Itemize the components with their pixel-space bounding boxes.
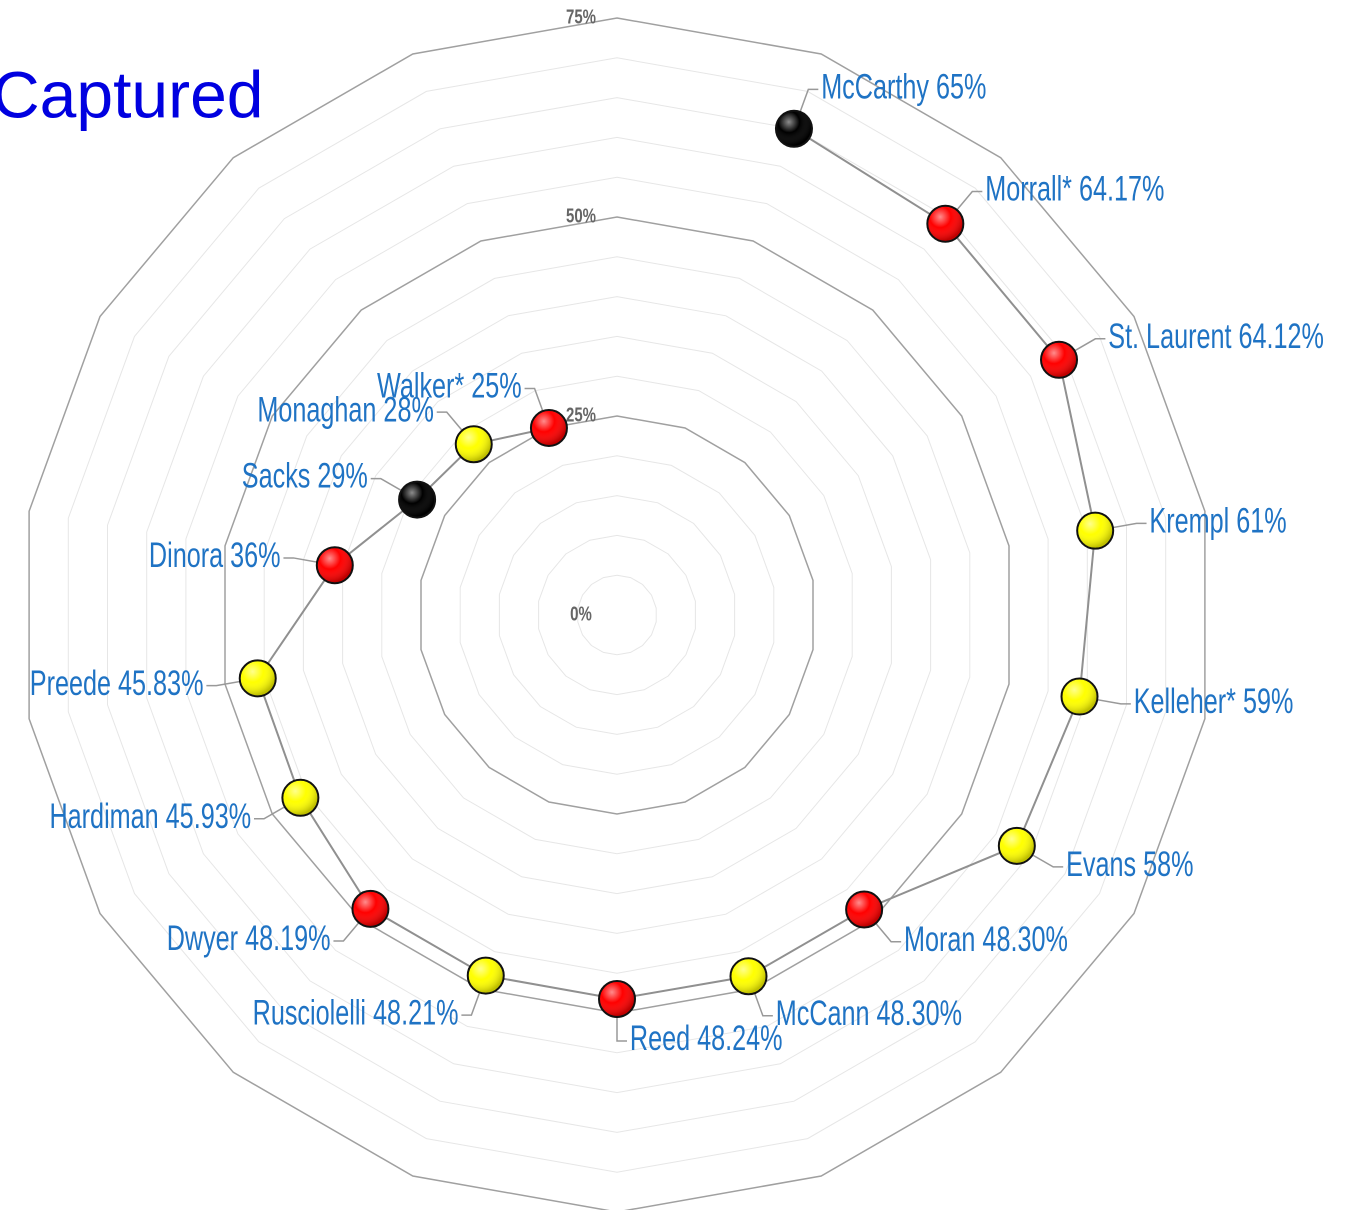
marker-shine <box>353 891 388 926</box>
data-label: Morrall* 64.17% <box>985 170 1164 209</box>
minor-grid <box>342 335 892 895</box>
value-label: 48.24% <box>697 1019 782 1058</box>
marker-shine <box>468 958 503 993</box>
minor-grid <box>459 455 775 775</box>
marker-shine <box>1062 679 1097 714</box>
minor-grid <box>146 136 1088 1094</box>
value-label: 48.30% <box>877 994 962 1033</box>
value-label: 48.19% <box>245 919 330 958</box>
category-name: McCarthy <box>821 68 929 107</box>
value-label: 61% <box>1236 502 1286 541</box>
marker-shine <box>1042 342 1077 377</box>
value-label: 28% <box>383 390 433 429</box>
minor-grid <box>577 574 657 656</box>
value-label: 64.12% <box>1239 317 1324 356</box>
minor-grid <box>67 57 1167 1173</box>
value-label: 29% <box>317 457 367 496</box>
data-label: Evans 58% <box>1066 845 1193 884</box>
marker-shine <box>1078 513 1113 548</box>
category-name: Preede <box>30 664 111 703</box>
data-label: Dwyer 48.19% <box>167 919 331 958</box>
marker-shine <box>731 959 766 994</box>
data-label: Monaghan 28% <box>257 390 433 429</box>
category-name: Moran <box>904 920 975 959</box>
minor-grid <box>263 256 971 974</box>
marker-shine <box>456 427 491 462</box>
r-tick-label: 0% <box>570 602 592 625</box>
data-label: Dinora 36% <box>149 536 281 575</box>
category-name: Dinora <box>149 536 223 575</box>
marker-shine <box>531 411 566 446</box>
r-tick-label: 50% <box>566 204 596 227</box>
category-name: Morrall* <box>985 170 1072 209</box>
category-name: Evans <box>1066 845 1136 884</box>
grid-line <box>28 17 1206 1210</box>
data-label: St. Laurent 64.12% <box>1108 317 1324 356</box>
data-label: Hardiman 45.93% <box>49 797 251 836</box>
category-name: Monaghan <box>257 390 376 429</box>
marker-shine <box>776 111 811 146</box>
value-label: 48.21% <box>373 993 458 1032</box>
data-label: McCann 48.30% <box>776 994 962 1033</box>
category-name: Rusciolelli <box>253 993 366 1032</box>
value-label: 45.83% <box>118 664 203 703</box>
chart-title: Captured <box>0 57 264 131</box>
data-label: Reed 48.24% <box>630 1019 783 1058</box>
data-label: Moran 48.30% <box>904 920 1068 959</box>
minor-grid <box>107 97 1127 1133</box>
minor-grid <box>538 534 696 696</box>
grid-line <box>420 415 814 815</box>
data-label: Rusciolelli 48.21% <box>253 993 459 1032</box>
minor-grid <box>185 176 1049 1054</box>
r-tick-label: 75% <box>566 5 596 28</box>
marker-shine <box>240 661 275 696</box>
value-label: 36% <box>230 536 280 575</box>
minor-grid <box>498 495 736 735</box>
data-label: Walker* 25% <box>377 367 522 406</box>
value-label: 45.93% <box>166 797 251 836</box>
value-label: 59% <box>1243 682 1293 721</box>
data-label: Sacks 29% <box>242 457 368 496</box>
data-label: Kelleher* 59% <box>1134 682 1294 721</box>
marker-shine <box>999 828 1034 863</box>
category-name: Hardiman <box>49 797 158 836</box>
category-name: Sacks <box>242 457 311 496</box>
category-name: Krempl <box>1149 502 1229 541</box>
marker-shine <box>928 206 963 241</box>
marker-shine <box>600 981 634 1016</box>
marker-shine <box>283 780 318 815</box>
minor-grid <box>302 296 932 934</box>
value-label: 58% <box>1143 845 1193 884</box>
category-name: Reed <box>630 1019 690 1058</box>
category-name: Dwyer <box>167 919 238 958</box>
minor-grid <box>381 375 853 855</box>
category-name: Walker* <box>377 367 464 406</box>
data-label: McCarthy 65% <box>821 68 986 107</box>
marker-shine <box>317 548 352 583</box>
category-name: Kelleher* <box>1134 682 1236 721</box>
category-name: St. Laurent <box>1108 317 1232 356</box>
marker-shine <box>400 482 435 517</box>
category-name: McCann <box>776 994 870 1033</box>
value-label: 65% <box>936 68 986 107</box>
markers: McCarthy 65% Morrall* 64.17% St. Laurent 6… <box>30 68 1324 1059</box>
marker-shine <box>847 892 882 927</box>
r-tick-label: 25% <box>566 403 596 426</box>
data-label: Preede 45.83% <box>30 664 204 703</box>
value-label: 48.30% <box>982 920 1067 959</box>
value-label: 25% <box>471 367 521 406</box>
value-label: 64.17% <box>1079 170 1164 209</box>
data-label: Krempl 61% <box>1149 502 1286 541</box>
